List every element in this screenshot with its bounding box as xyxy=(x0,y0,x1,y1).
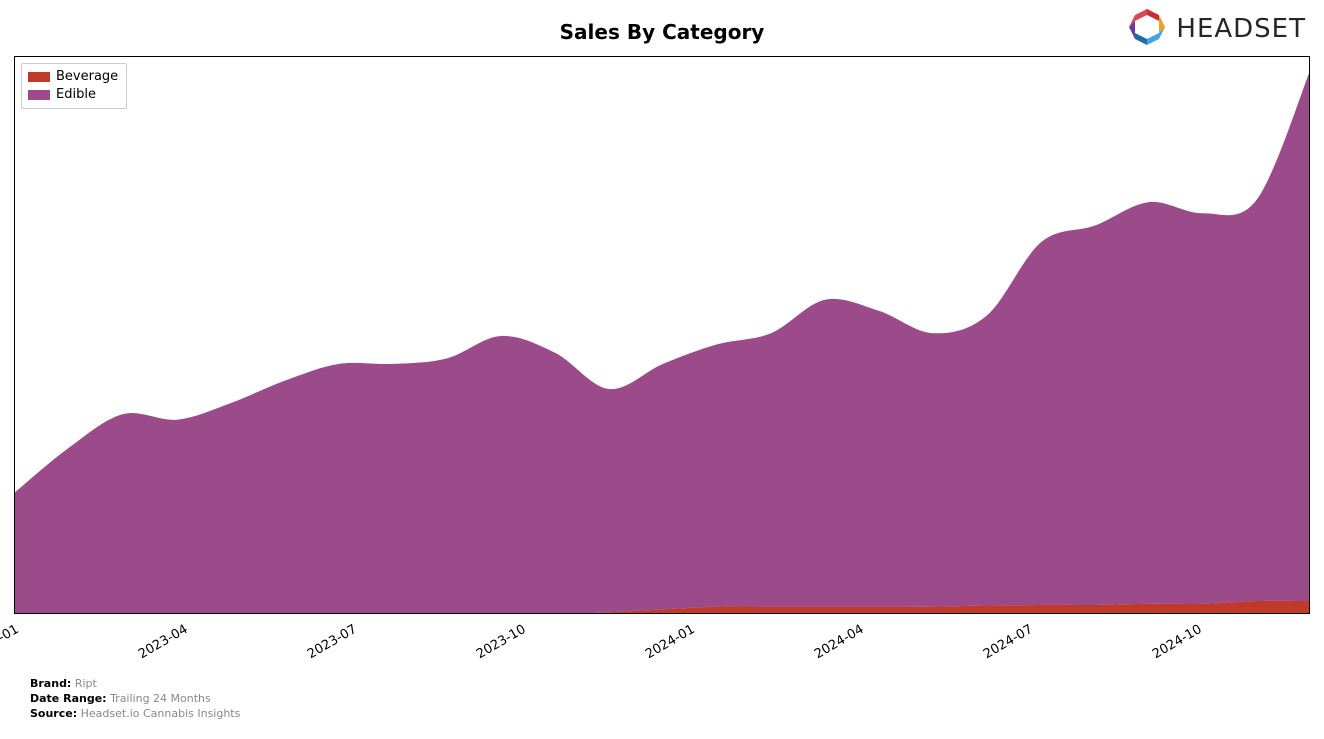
legend-item-edible: Edible xyxy=(28,86,118,104)
series-edible xyxy=(15,68,1310,614)
legend: Beverage Edible xyxy=(21,63,127,109)
chart-title: Sales By Category xyxy=(0,20,1324,44)
legend-label-beverage: Beverage xyxy=(56,68,118,86)
x-tick-label: 2023-07 xyxy=(305,622,360,662)
x-tick-label: 2023-04 xyxy=(136,622,191,662)
x-axis-ticks: 2023-012023-042023-072023-102024-012024-… xyxy=(14,614,1310,674)
headset-logo-icon xyxy=(1126,6,1168,52)
legend-swatch-edible xyxy=(28,90,50,100)
headset-logo-text: HEADSET xyxy=(1176,14,1306,44)
plot-area: Beverage Edible xyxy=(14,56,1310,614)
chart-container: Sales By Category HEADSET Beverage xyxy=(0,0,1324,739)
legend-label-edible: Edible xyxy=(56,86,96,104)
footer-daterange-value: Trailing 24 Months xyxy=(110,692,211,705)
footer-source-label: Source: xyxy=(30,707,77,720)
x-tick-label: 2024-07 xyxy=(981,622,1036,662)
x-tick-label: 2023-01 xyxy=(0,622,22,662)
stacked-area-svg xyxy=(15,57,1310,614)
headset-logo: HEADSET xyxy=(1126,6,1306,52)
x-tick-label: 2024-10 xyxy=(1150,622,1205,662)
legend-item-beverage: Beverage xyxy=(28,68,118,86)
footer-metadata: Brand: Ript Date Range: Trailing 24 Mont… xyxy=(30,676,240,721)
footer-brand-label: Brand: xyxy=(30,677,71,690)
x-tick-label: 2024-04 xyxy=(812,622,867,662)
footer-source-value: Headset.io Cannabis Insights xyxy=(81,707,241,720)
footer-brand-value: Ript xyxy=(75,677,97,690)
footer-brand-row: Brand: Ript xyxy=(30,676,240,691)
footer-daterange-label: Date Range: xyxy=(30,692,107,705)
x-tick-label: 2023-10 xyxy=(474,622,529,662)
footer-source-row: Source: Headset.io Cannabis Insights xyxy=(30,706,240,721)
footer-daterange-row: Date Range: Trailing 24 Months xyxy=(30,691,240,706)
legend-swatch-beverage xyxy=(28,72,50,82)
x-tick-label: 2024-01 xyxy=(643,622,698,662)
